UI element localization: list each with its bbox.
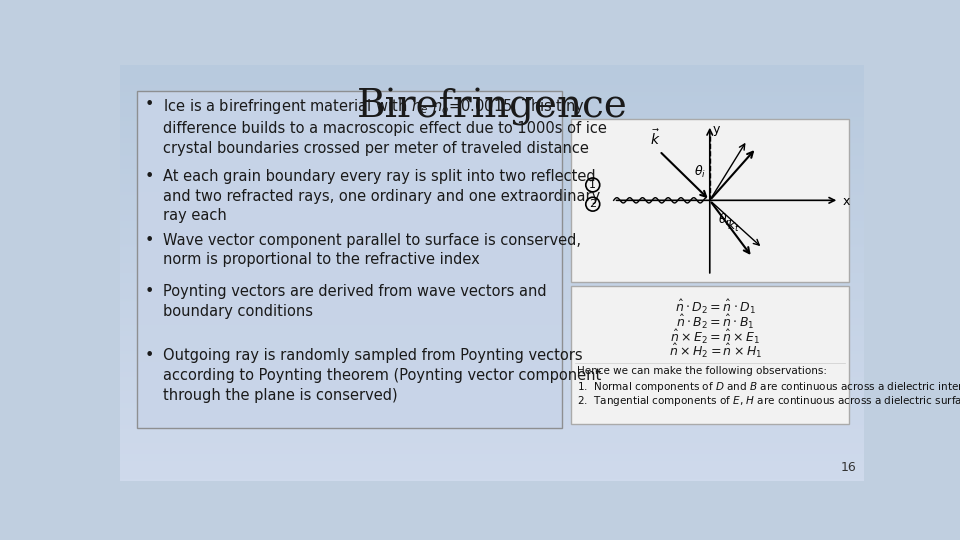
Text: y: y — [713, 123, 720, 136]
Text: $\vec{k}$: $\vec{k}$ — [650, 129, 660, 148]
Text: $\hat{n} \times E_2 = \hat{n} \times E_1$: $\hat{n} \times E_2 = \hat{n} \times E_1… — [670, 327, 760, 346]
FancyBboxPatch shape — [571, 119, 849, 282]
Text: •: • — [145, 97, 155, 112]
Text: $\hat{n} \cdot B_2 = \hat{n} \cdot B_1$: $\hat{n} \cdot B_2 = \hat{n} \cdot B_1$ — [676, 313, 755, 331]
Text: Birefringence: Birefringence — [356, 88, 628, 126]
Text: 16: 16 — [841, 462, 856, 475]
Text: Outgoing ray is randomly sampled from Poynting vectors
according to Poynting the: Outgoing ray is randomly sampled from Po… — [162, 348, 601, 403]
Text: $\theta_i$: $\theta_i$ — [694, 164, 707, 180]
Text: •: • — [145, 348, 155, 363]
Text: •: • — [145, 284, 155, 299]
FancyBboxPatch shape — [137, 91, 562, 428]
Text: 1.  Normal components of $D$ and $B$ are continuous across a dielectric interfac: 1. Normal components of $D$ and $B$ are … — [577, 380, 960, 394]
Text: Wave vector component parallel to surface is conserved,
norm is proportional to : Wave vector component parallel to surfac… — [162, 233, 581, 267]
Text: x: x — [842, 195, 850, 208]
Text: $\hat{n} \cdot D_2 = \hat{n} \cdot D_1$: $\hat{n} \cdot D_2 = \hat{n} \cdot D_1$ — [675, 298, 756, 316]
Text: At each grain boundary every ray is split into two reflected
and two refracted r: At each grain boundary every ray is spli… — [162, 168, 600, 224]
Text: •: • — [145, 233, 155, 248]
Text: Poynting vectors are derived from wave vectors and
boundary conditions: Poynting vectors are derived from wave v… — [162, 284, 546, 319]
Text: 1: 1 — [589, 180, 596, 190]
Text: 2: 2 — [589, 199, 596, 209]
Text: •: • — [145, 168, 155, 184]
FancyBboxPatch shape — [571, 286, 849, 424]
Text: Hence we can make the following observations:: Hence we can make the following observat… — [577, 366, 828, 376]
Text: $k_t$: $k_t$ — [727, 218, 740, 234]
Text: 2.  Tangential components of $E$, $H$ are continuous across a dielectric surface: 2. Tangential components of $E$, $H$ are… — [577, 394, 960, 408]
Text: Ice is a birefringent material with $n_e$-$n_o$=0.0015. This tiny
difference bui: Ice is a birefringent material with $n_e… — [162, 97, 607, 156]
Text: $\theta_r$: $\theta_r$ — [717, 212, 732, 227]
Text: $\hat{n} \times H_2 = \hat{n} \times H_1$: $\hat{n} \times H_2 = \hat{n} \times H_1… — [669, 342, 762, 360]
